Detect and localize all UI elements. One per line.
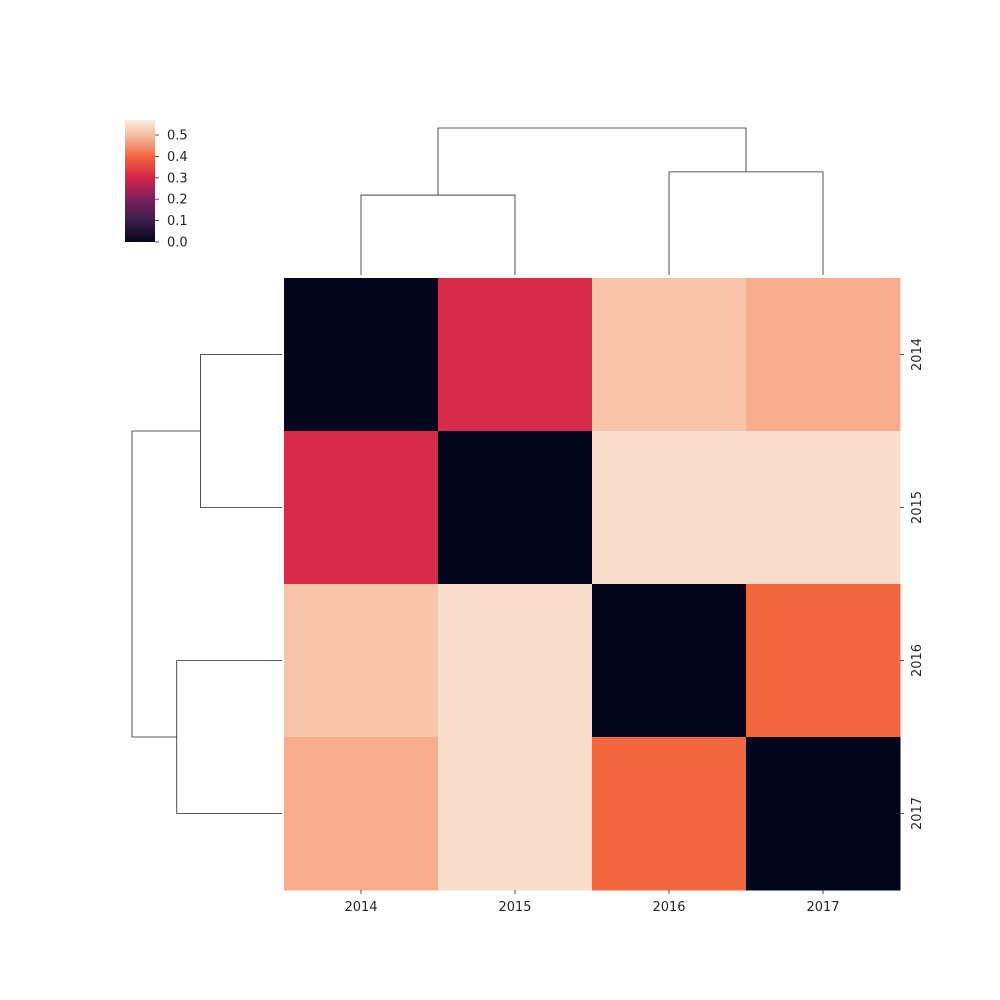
dendrogram-link-2016-2017 — [668, 171, 824, 275]
heatmap-cell-2017-2016 — [592, 737, 747, 891]
dendrogram-link-2014-2015 — [200, 354, 282, 508]
heatmap-cell-2015-2016 — [592, 431, 747, 585]
colorbar-tick-label: 0.2 — [167, 193, 188, 208]
heatmap-cell-2015-2017 — [746, 431, 901, 585]
row-dendrogram — [131, 354, 282, 814]
colorbar-tick-label: 0.0 — [167, 236, 188, 251]
colorbar-tick-label: 0.1 — [167, 214, 188, 229]
y-tick-labels: 2014 2015 2016 2017 — [900, 338, 925, 830]
colorbar-tick-label: 0.5 — [167, 128, 188, 143]
colorbar-tick-label: 0.3 — [167, 171, 188, 186]
heatmap-cell-2016-2016 — [592, 584, 747, 738]
dendrogram-link-2016-2017 — [176, 660, 282, 814]
heatmap-cell-2016-2017 — [746, 584, 901, 738]
x-tick-label: 2014 — [344, 900, 377, 915]
colorbar: 0.0 0.1 0.2 0.3 0.4 0.5 — [125, 120, 188, 251]
heatmap-cells — [284, 278, 901, 891]
dendrogram-link-2014-2015 — [360, 194, 516, 275]
x-tick-label: 2015 — [498, 900, 531, 915]
heatmap-cell-2016-2014 — [284, 584, 439, 738]
heatmap-cell-2014-2017 — [746, 278, 901, 432]
heatmap-cell-2014-2016 — [592, 278, 747, 432]
x-tick-label: 2016 — [652, 900, 685, 915]
dendrogram-link-root — [131, 430, 201, 738]
column-dendrogram — [360, 127, 824, 275]
colorbar-tick-label: 0.4 — [167, 150, 188, 165]
x-tick-label: 2017 — [806, 900, 839, 915]
y-tick-label: 2015 — [910, 491, 925, 524]
dendrogram-link-root — [437, 127, 747, 196]
x-tick-labels: 2014 2015 2016 2017 — [344, 890, 840, 915]
heatmap-cell-2014-2015 — [438, 278, 593, 432]
y-tick-label: 2014 — [910, 338, 925, 371]
heatmap-cell-2015-2015 — [438, 431, 593, 585]
y-tick-label: 2016 — [910, 644, 925, 677]
y-tick-label: 2017 — [910, 797, 925, 830]
heatmap-cell-2017-2015 — [438, 737, 593, 891]
colorbar-gradient — [125, 120, 155, 242]
heatmap-cell-2017-2014 — [284, 737, 439, 891]
heatmap-cell-2016-2015 — [438, 584, 593, 738]
heatmap-cell-2015-2014 — [284, 431, 439, 585]
heatmap-cell-2017-2017 — [746, 737, 901, 891]
heatmap-cell-2014-2014 — [284, 278, 439, 432]
